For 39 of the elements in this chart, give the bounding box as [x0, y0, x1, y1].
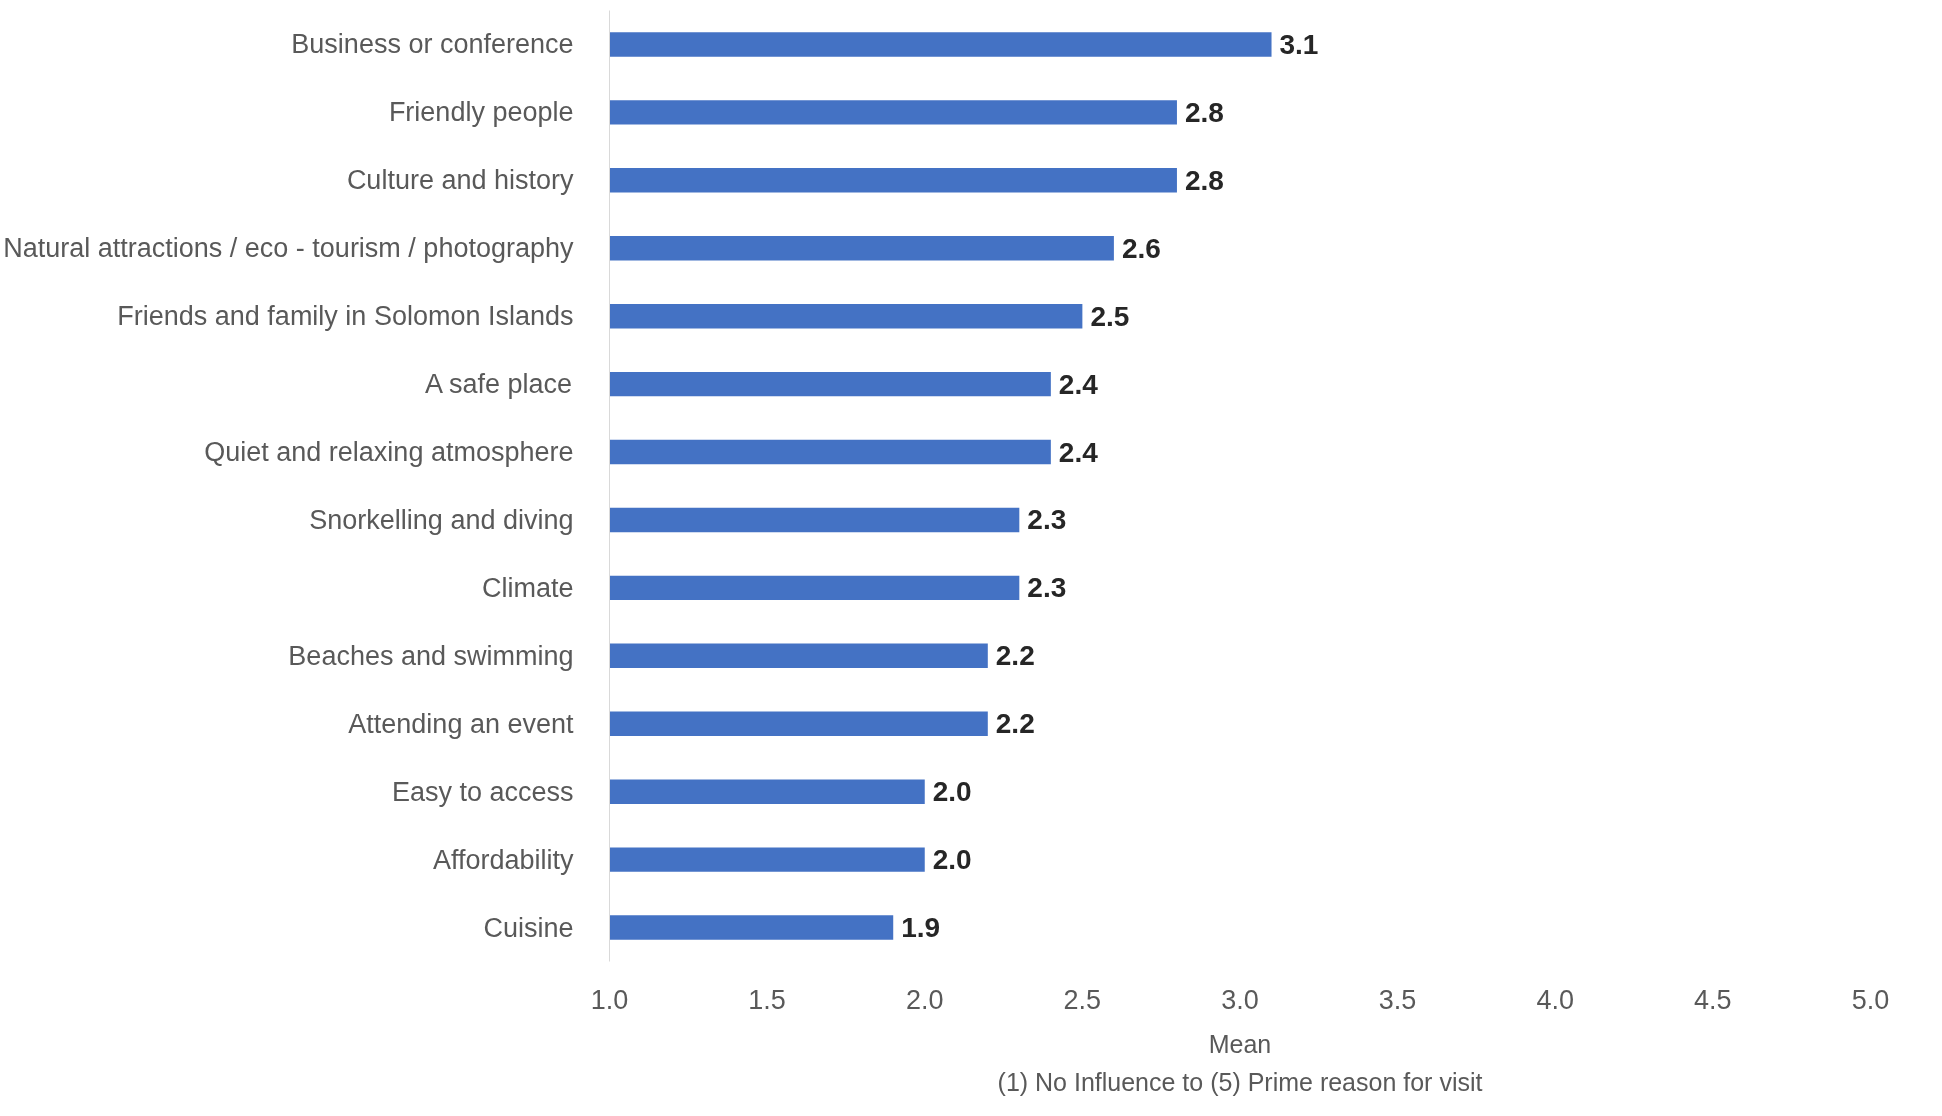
y-tick-label: Friends and family in Solomon Islands: [117, 301, 574, 332]
data-label: 2.8: [1184, 96, 1224, 128]
x-tick-label: 4.0: [1536, 984, 1575, 1015]
y-tick-label: Easy to access: [391, 776, 574, 807]
y-tick-label: Climate: [481, 572, 574, 603]
text: (1) No Influence to (5) Prime reason for visit: [997, 1067, 1483, 1096]
data-label: 2.3: [1027, 572, 1067, 604]
x-tick-label: 3.5: [1378, 984, 1417, 1015]
x-tick-label: 1.5: [748, 984, 786, 1015]
y-tick-label: Quiet and relaxing atmosphere: [204, 437, 574, 468]
y-tick-label: Beaches and swimming: [288, 640, 574, 671]
data-label: 2.4: [1058, 368, 1099, 400]
data-label: 1.9: [901, 912, 941, 944]
y-tick-label: Natural attractions / eco - tourism / photography: [3, 233, 574, 264]
data-label: 2.2: [995, 640, 1035, 672]
x-tick-label: 3.0: [1221, 984, 1259, 1015]
data-label: 3.1: [1279, 28, 1319, 60]
x-tick-label: 4.5: [1694, 984, 1732, 1015]
x-tick-label: 2.0: [905, 984, 944, 1015]
data-label: 2.8: [1184, 164, 1224, 196]
data-label: 2.2: [995, 708, 1035, 740]
data-label: 2.0: [932, 776, 972, 808]
y-tick-label: Business or conference: [291, 29, 574, 60]
data-label: 2.5: [1090, 300, 1130, 332]
x-tick-label: 2.5: [1063, 984, 1102, 1015]
y-tick-label: Snorkelling and diving: [309, 504, 574, 535]
data-label: 2.3: [1027, 504, 1067, 536]
y-tick-label: Cuisine: [483, 912, 574, 943]
y-tick-label: Affordability: [432, 844, 574, 875]
y-tick-label: Attending an event: [348, 708, 574, 739]
y-tick-label: Culture and history: [346, 165, 574, 196]
data-label: 2.6: [1121, 232, 1161, 264]
x-tick-label: 5.0: [1851, 984, 1890, 1015]
x-tick-label: 1.0: [590, 984, 629, 1015]
data-label: 2.4: [1058, 436, 1099, 468]
data-label: 2.0: [932, 844, 972, 876]
y-tick-label: Friendly people: [388, 97, 574, 128]
x-axis-title: Mean: [1208, 1029, 1272, 1058]
y-tick-label: A safe place: [424, 369, 573, 400]
